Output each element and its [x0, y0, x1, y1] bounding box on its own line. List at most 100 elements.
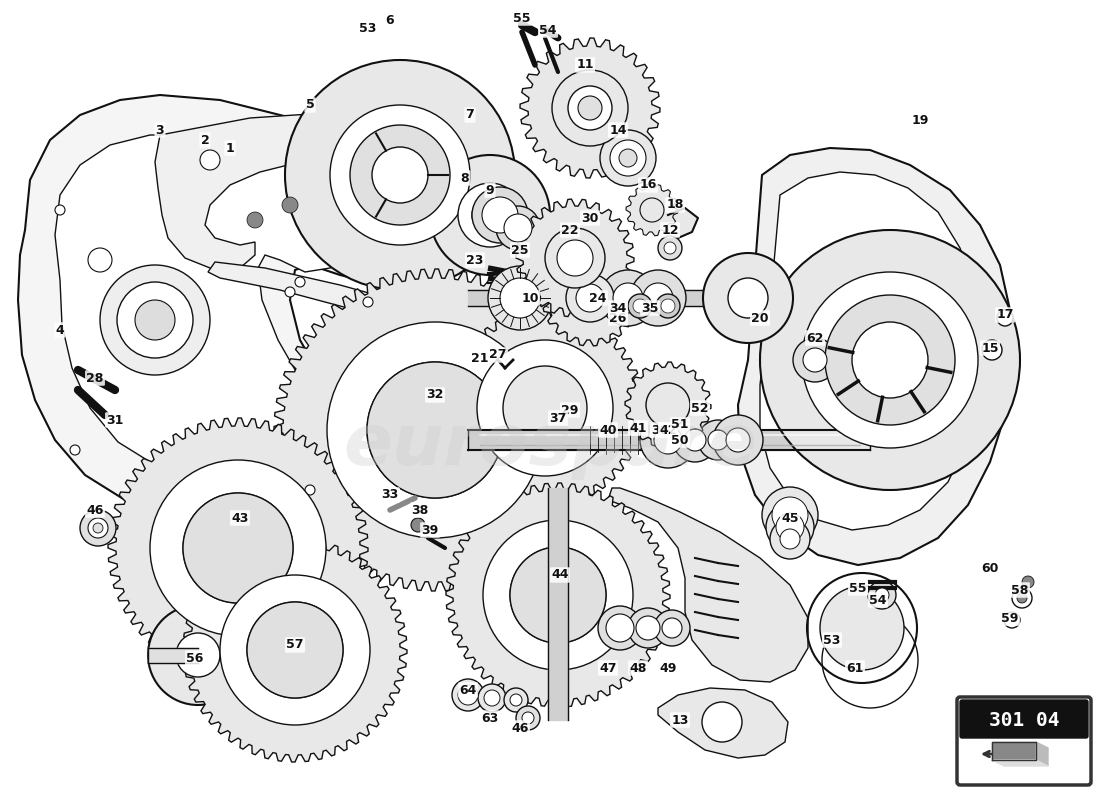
Circle shape: [606, 614, 634, 642]
Circle shape: [248, 602, 343, 698]
Circle shape: [962, 278, 972, 287]
Circle shape: [578, 96, 602, 120]
Polygon shape: [148, 648, 198, 663]
Circle shape: [173, 508, 183, 518]
Circle shape: [510, 547, 606, 643]
Circle shape: [703, 253, 793, 343]
Circle shape: [776, 355, 785, 365]
Text: 23: 23: [466, 254, 484, 266]
Circle shape: [762, 487, 818, 543]
Polygon shape: [608, 488, 808, 682]
Circle shape: [590, 639, 597, 647]
Circle shape: [342, 425, 352, 435]
Polygon shape: [992, 742, 1036, 760]
Text: 55: 55: [514, 11, 530, 25]
Circle shape: [638, 162, 642, 167]
Text: 40: 40: [600, 423, 617, 437]
Circle shape: [327, 694, 334, 702]
Circle shape: [183, 493, 293, 603]
Text: 30: 30: [581, 211, 598, 225]
Circle shape: [658, 236, 682, 260]
Circle shape: [348, 627, 356, 635]
Text: 37: 37: [549, 411, 566, 425]
Polygon shape: [516, 199, 634, 317]
Text: 13: 13: [671, 714, 689, 726]
Text: 28: 28: [86, 371, 103, 385]
Circle shape: [430, 155, 550, 275]
Text: 63: 63: [482, 711, 498, 725]
Text: 17: 17: [997, 309, 1014, 322]
Circle shape: [852, 322, 928, 398]
Circle shape: [874, 588, 889, 602]
Circle shape: [807, 433, 817, 442]
Circle shape: [173, 578, 183, 588]
Circle shape: [1012, 588, 1032, 608]
Polygon shape: [760, 172, 982, 530]
Circle shape: [312, 122, 322, 133]
Text: 31: 31: [107, 414, 123, 426]
Circle shape: [610, 140, 646, 176]
Circle shape: [503, 366, 587, 450]
Circle shape: [372, 147, 428, 203]
Circle shape: [886, 245, 895, 255]
Polygon shape: [183, 538, 407, 762]
Circle shape: [327, 322, 543, 538]
Circle shape: [664, 242, 676, 254]
Circle shape: [566, 274, 614, 322]
Circle shape: [80, 510, 116, 546]
Polygon shape: [542, 250, 638, 346]
Circle shape: [233, 613, 243, 623]
Circle shape: [363, 297, 373, 307]
Circle shape: [776, 513, 804, 541]
Text: 57: 57: [286, 638, 304, 651]
FancyBboxPatch shape: [960, 700, 1088, 738]
Circle shape: [673, 418, 717, 462]
Text: 7: 7: [465, 109, 474, 122]
Text: 33: 33: [382, 489, 398, 502]
Circle shape: [817, 316, 827, 326]
Text: 8: 8: [461, 171, 470, 185]
Polygon shape: [155, 100, 446, 270]
Circle shape: [780, 529, 800, 549]
Text: 43: 43: [231, 511, 249, 525]
Circle shape: [552, 70, 628, 146]
Circle shape: [825, 295, 955, 425]
Text: 20: 20: [751, 311, 769, 325]
Polygon shape: [548, 488, 568, 720]
Circle shape: [305, 485, 315, 495]
Circle shape: [255, 694, 264, 702]
Text: 5: 5: [306, 98, 315, 111]
Circle shape: [367, 362, 503, 498]
Text: 34: 34: [609, 302, 627, 314]
Circle shape: [510, 547, 606, 643]
Polygon shape: [55, 135, 350, 478]
Text: 11: 11: [576, 58, 594, 71]
Circle shape: [100, 265, 210, 375]
Circle shape: [714, 277, 722, 285]
Circle shape: [661, 299, 675, 313]
Polygon shape: [1036, 742, 1048, 766]
Text: 301 04: 301 04: [989, 710, 1059, 730]
Circle shape: [541, 459, 549, 467]
Circle shape: [726, 428, 750, 452]
Circle shape: [233, 473, 243, 483]
Circle shape: [477, 122, 487, 133]
Circle shape: [294, 578, 304, 588]
Circle shape: [656, 294, 680, 318]
Circle shape: [496, 206, 540, 250]
Polygon shape: [274, 269, 596, 591]
Circle shape: [478, 684, 506, 712]
Circle shape: [330, 105, 470, 245]
Circle shape: [996, 355, 1005, 365]
Circle shape: [744, 329, 752, 337]
Circle shape: [135, 300, 175, 340]
Circle shape: [477, 340, 613, 476]
Text: 27: 27: [490, 349, 507, 362]
Circle shape: [588, 377, 596, 385]
Circle shape: [817, 394, 827, 404]
Text: 46: 46: [512, 722, 529, 734]
Circle shape: [541, 349, 549, 357]
Circle shape: [504, 214, 532, 242]
Circle shape: [646, 383, 690, 427]
Circle shape: [613, 283, 644, 313]
